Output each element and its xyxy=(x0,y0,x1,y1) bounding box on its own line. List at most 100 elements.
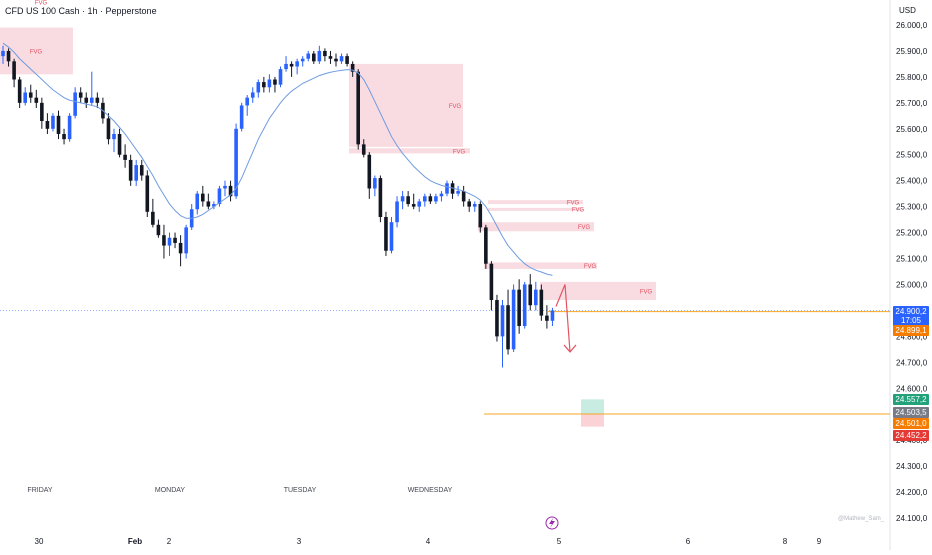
entry-price-tag: 24.501,0 xyxy=(893,418,929,429)
y-tick-label: 24.700,0 xyxy=(896,358,928,367)
candle-body xyxy=(423,196,427,202)
candle-body xyxy=(212,204,216,207)
position-target-zone[interactable] xyxy=(581,399,604,414)
candle-body xyxy=(428,196,433,202)
candle-body xyxy=(217,188,222,205)
candle-body xyxy=(334,58,338,62)
candle-body xyxy=(406,196,410,205)
candle-body xyxy=(267,79,272,88)
fvg-zone xyxy=(484,262,597,269)
candle-body xyxy=(445,183,449,194)
x-date-label: 9 xyxy=(817,537,822,546)
y-tick-label: 25.400,0 xyxy=(896,177,928,186)
candle-body xyxy=(106,118,111,140)
candle-body xyxy=(539,289,544,316)
fvg-zone xyxy=(349,63,463,147)
y-tick-label: 25.800,0 xyxy=(896,73,928,82)
fvg-label: FVG xyxy=(453,149,466,155)
candle-body xyxy=(300,58,305,62)
mid-price-tag: 24.503,5 xyxy=(893,407,929,418)
candle-body xyxy=(95,97,100,103)
candle-body xyxy=(156,224,161,236)
candle-body xyxy=(6,50,11,62)
candle-body xyxy=(278,69,283,85)
position-stop-zone[interactable] xyxy=(581,413,604,427)
candle-body xyxy=(78,92,83,98)
x-date-label: 3 xyxy=(297,537,302,546)
candle-body xyxy=(273,79,277,85)
y-tick-label: 24.300,0 xyxy=(896,462,928,471)
y-tick-label: 26.000,0 xyxy=(896,21,928,30)
candle-body xyxy=(350,63,355,72)
y-tick-label: 25.600,0 xyxy=(896,125,928,134)
candle-body xyxy=(195,193,200,210)
candle-body xyxy=(317,50,322,62)
candle-body xyxy=(239,105,244,129)
x-date-label: 8 xyxy=(783,537,788,546)
candle-body xyxy=(312,53,316,62)
candle-body xyxy=(545,315,549,321)
fvg-label: FVG xyxy=(567,201,580,207)
candle-body xyxy=(489,263,494,301)
candle-body xyxy=(167,237,172,246)
candle-body xyxy=(201,193,205,202)
projection-arrow[interactable] xyxy=(555,284,571,352)
fvg-label: FVG xyxy=(449,104,462,110)
lightning-icon xyxy=(549,518,555,528)
candle-body xyxy=(234,128,238,197)
candle-body xyxy=(84,97,89,103)
symbol-title[interactable]: CFD US 100 Cash · 1h · Pepperstone xyxy=(5,6,157,16)
candle-body xyxy=(517,289,521,326)
candle-body xyxy=(400,196,405,202)
y-tick-label: 24.800,0 xyxy=(896,332,928,341)
session-label: WEDNESDAY xyxy=(408,487,453,494)
candle-body xyxy=(62,133,66,140)
x-date-label: 4 xyxy=(426,537,431,546)
candle-body xyxy=(289,63,294,67)
candle-body xyxy=(467,201,471,207)
fvg-label: FVG xyxy=(584,264,597,270)
arrow-head xyxy=(563,344,577,353)
x-date-label: 5 xyxy=(557,537,562,546)
currency-label: USD xyxy=(899,6,916,15)
candle-body xyxy=(461,191,466,202)
candle-body xyxy=(250,92,255,98)
candle-body xyxy=(17,79,22,103)
y-tick-label: 25.100,0 xyxy=(896,255,928,264)
candle-body xyxy=(323,50,327,57)
candle-body xyxy=(439,193,444,197)
fvg-zone xyxy=(540,281,656,301)
y-tick-label: 25.900,0 xyxy=(896,47,928,56)
fvg-label: FVG xyxy=(640,289,653,295)
ema-line xyxy=(2,42,553,276)
candle-body xyxy=(256,82,261,93)
candle-body xyxy=(378,178,383,218)
x-date-label: Feb xyxy=(128,537,142,546)
candle-body xyxy=(506,305,510,350)
candle-body xyxy=(228,185,233,197)
stop-loss-tag: 24.452,2 xyxy=(893,430,929,441)
y-tick-label: 25.700,0 xyxy=(896,99,928,108)
candle-body xyxy=(139,165,144,176)
last-price-tag: 24.900,2 17:05 xyxy=(893,306,929,327)
candle-body xyxy=(472,204,477,207)
candle-body xyxy=(500,305,505,337)
candle-body xyxy=(389,222,394,251)
candle-body xyxy=(1,50,5,57)
candle-body xyxy=(528,284,533,306)
session-label: FRIDAY xyxy=(27,487,52,494)
candle-body xyxy=(45,121,50,129)
candle-body xyxy=(145,175,150,212)
candle-body xyxy=(223,185,227,189)
candle-body xyxy=(328,56,333,59)
candle-body xyxy=(162,235,166,246)
candle-body xyxy=(56,115,61,134)
candle-body xyxy=(134,165,138,181)
candle-body xyxy=(117,133,122,155)
candle-body xyxy=(151,211,155,225)
x-date-label: 6 xyxy=(686,537,691,546)
candle-body xyxy=(67,115,72,140)
y-tick-label: 25.000,0 xyxy=(896,280,928,289)
